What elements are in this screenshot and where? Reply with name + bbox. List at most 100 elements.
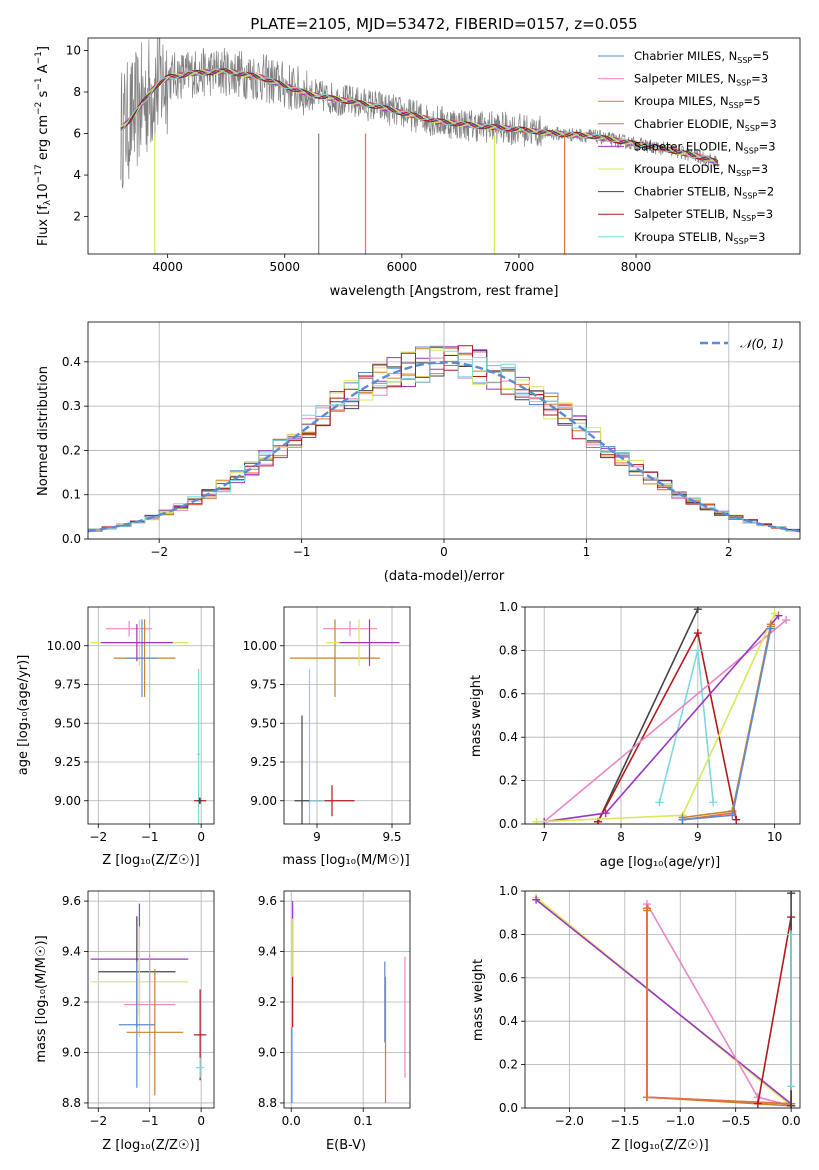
weight-marker	[693, 607, 702, 614]
x-tick-label: 1	[583, 545, 591, 559]
weight-marker	[787, 891, 796, 898]
y-tick-label: 0.8	[499, 643, 518, 657]
y-tick-label: 9.2	[62, 995, 81, 1009]
model-spectrum	[120, 68, 719, 166]
x-tick-label: 0	[440, 545, 448, 559]
weight-marker	[766, 624, 775, 633]
x-tick-label: 9	[313, 830, 321, 844]
mE-xlabel: E(B-V)	[326, 1138, 366, 1153]
y-tick-label: 9.75	[54, 678, 81, 692]
x-tick-label: −0.5	[721, 1114, 750, 1128]
y-tick-label: 6	[73, 127, 81, 141]
y-tick-label: 1.0	[499, 600, 518, 614]
y-tick-label: 0.2	[62, 443, 81, 457]
x-tick-label: 0	[197, 830, 205, 844]
legend-label: Kroupa MILES, NSSP=5	[634, 94, 760, 110]
wAge-xlabel: age [log₁₀(age/yr)]	[600, 855, 721, 870]
axes-frame	[87, 321, 801, 540]
x-tick-label: 5000	[269, 260, 300, 274]
y-tick-label: 8.8	[62, 1096, 81, 1110]
data-layer	[291, 901, 406, 1103]
weight-line	[597, 608, 699, 823]
spectrum-xlabel: wavelength [Angstrom, rest frame]	[330, 284, 559, 299]
weight-vs-age-plot: 7 8 9 10 0.0 0.2 0.4 0.6 0.8 1.0	[499, 600, 801, 844]
grid-layer	[88, 891, 214, 1108]
weight-marker	[655, 798, 664, 807]
x-tick-label: −2.0	[555, 1114, 584, 1128]
y-tick-label: 9.50	[250, 716, 277, 730]
histogram-step	[88, 345, 800, 532]
legend-label: Kroupa ELODIE, NSSP=3	[634, 162, 768, 178]
model-spectrum	[120, 68, 719, 164]
wZ-ylabel: mass weight	[471, 959, 486, 1041]
x-tick-label: −1	[141, 830, 159, 844]
weight-marker	[693, 629, 702, 638]
y-tick-label: 9.00	[250, 794, 277, 808]
x-tick-label: 0.0	[282, 1114, 301, 1128]
spectrum-ylabel: Flux [fλ10−17 erg cm−2 s−1 A−1]	[34, 46, 53, 246]
y-tick-label: 9.4	[258, 945, 277, 959]
ylabel-part: −17	[34, 164, 44, 183]
weight-marker	[693, 646, 702, 655]
ylabel-part: ]	[36, 46, 51, 51]
y-tick-label: 0.4	[499, 1014, 518, 1028]
weight-line	[682, 626, 772, 819]
data-layer	[120, 38, 719, 254]
weight-line	[757, 916, 792, 1106]
y-tick-label: 4	[73, 168, 81, 182]
legend-label: Salpeter MILES, NSSP=3	[634, 72, 768, 88]
x-tick-label: −1.5	[610, 1114, 639, 1128]
x-tick-label: 4000	[152, 260, 183, 274]
y-tick-label: 10	[66, 43, 81, 57]
weight-marker	[787, 1082, 796, 1091]
ylabel-part: −1	[34, 51, 44, 64]
y-tick-label: 9.0	[62, 1045, 81, 1059]
y-tick-label: 0.3	[62, 399, 81, 413]
wZ-xlabel: Z [log₁₀(Z/Z☉)]	[611, 1138, 708, 1153]
legend-label: 𝒩(0, 1)	[740, 337, 784, 351]
y-tick-label: 0.4	[499, 730, 518, 744]
x-tick-label: 7	[540, 830, 548, 844]
axes-frame	[283, 606, 411, 825]
ylabel-part: s	[36, 90, 51, 101]
axes-frame	[524, 890, 801, 1109]
legend-label: Kroupa STELIB, NSSP=3	[634, 230, 765, 246]
weight-marker	[782, 616, 791, 625]
y-tick-label: 9.0	[258, 1045, 277, 1059]
legend-label: Salpeter STELIB, NSSP=3	[634, 207, 773, 223]
legend-label: Salpeter ELODIE, NSSP=3	[634, 139, 776, 155]
y-tick-label: 8	[73, 85, 81, 99]
normal-curve	[88, 361, 800, 533]
y-tick-label: 0.1	[62, 488, 81, 502]
grid-layer	[284, 607, 410, 824]
x-tick-label: 6000	[387, 260, 418, 274]
weight-vs-Z-plot: −2.0 −1.5 −1.0 −0.5 0.0 0.0 0.2 0.4 0.6 0.8 1.0	[499, 884, 801, 1128]
weight-marker	[532, 817, 541, 824]
axes-frame	[87, 606, 215, 825]
y-tick-label: 0.0	[499, 817, 518, 831]
y-tick-label: 0.6	[499, 687, 518, 701]
y-tick-label: 0.0	[499, 1101, 518, 1115]
weight-line	[682, 624, 772, 821]
residuals-plot: −2 −1 0 1 2 0.0 0.1 0.2 0.3 0.4 𝒩(0, 1)	[62, 321, 801, 559]
spectrum-title: PLATE=2105, MJD=53472, FIBERID=0157, z=0…	[250, 15, 637, 33]
y-tick-label: 0.0	[62, 532, 81, 546]
x-tick-label: −2	[150, 545, 168, 559]
weight-marker	[770, 609, 779, 618]
weight-line	[646, 910, 792, 1107]
legend-label: Chabrier STELIB, NSSP=2	[634, 185, 774, 201]
weight-line	[536, 613, 776, 823]
x-tick-label: −2	[89, 830, 107, 844]
x-tick-label: −1	[141, 1114, 159, 1128]
mZ-ylabel: mass [log₁₀(M/M☉)]	[34, 935, 49, 1062]
age-vs-Z-plot: −2 −1 0 9.00 9.25 9.50 9.75 10.00	[47, 606, 215, 844]
weight-marker	[732, 815, 741, 824]
x-tick-label: 7000	[504, 260, 535, 274]
axes-frame	[87, 37, 801, 255]
y-tick-label: 0.2	[499, 774, 518, 788]
y-tick-label: 0.2	[499, 1058, 518, 1072]
residuals-ylabel: Normed distribution	[36, 366, 51, 496]
x-tick-label: 8	[617, 830, 625, 844]
y-tick-label: 9.4	[62, 945, 81, 959]
